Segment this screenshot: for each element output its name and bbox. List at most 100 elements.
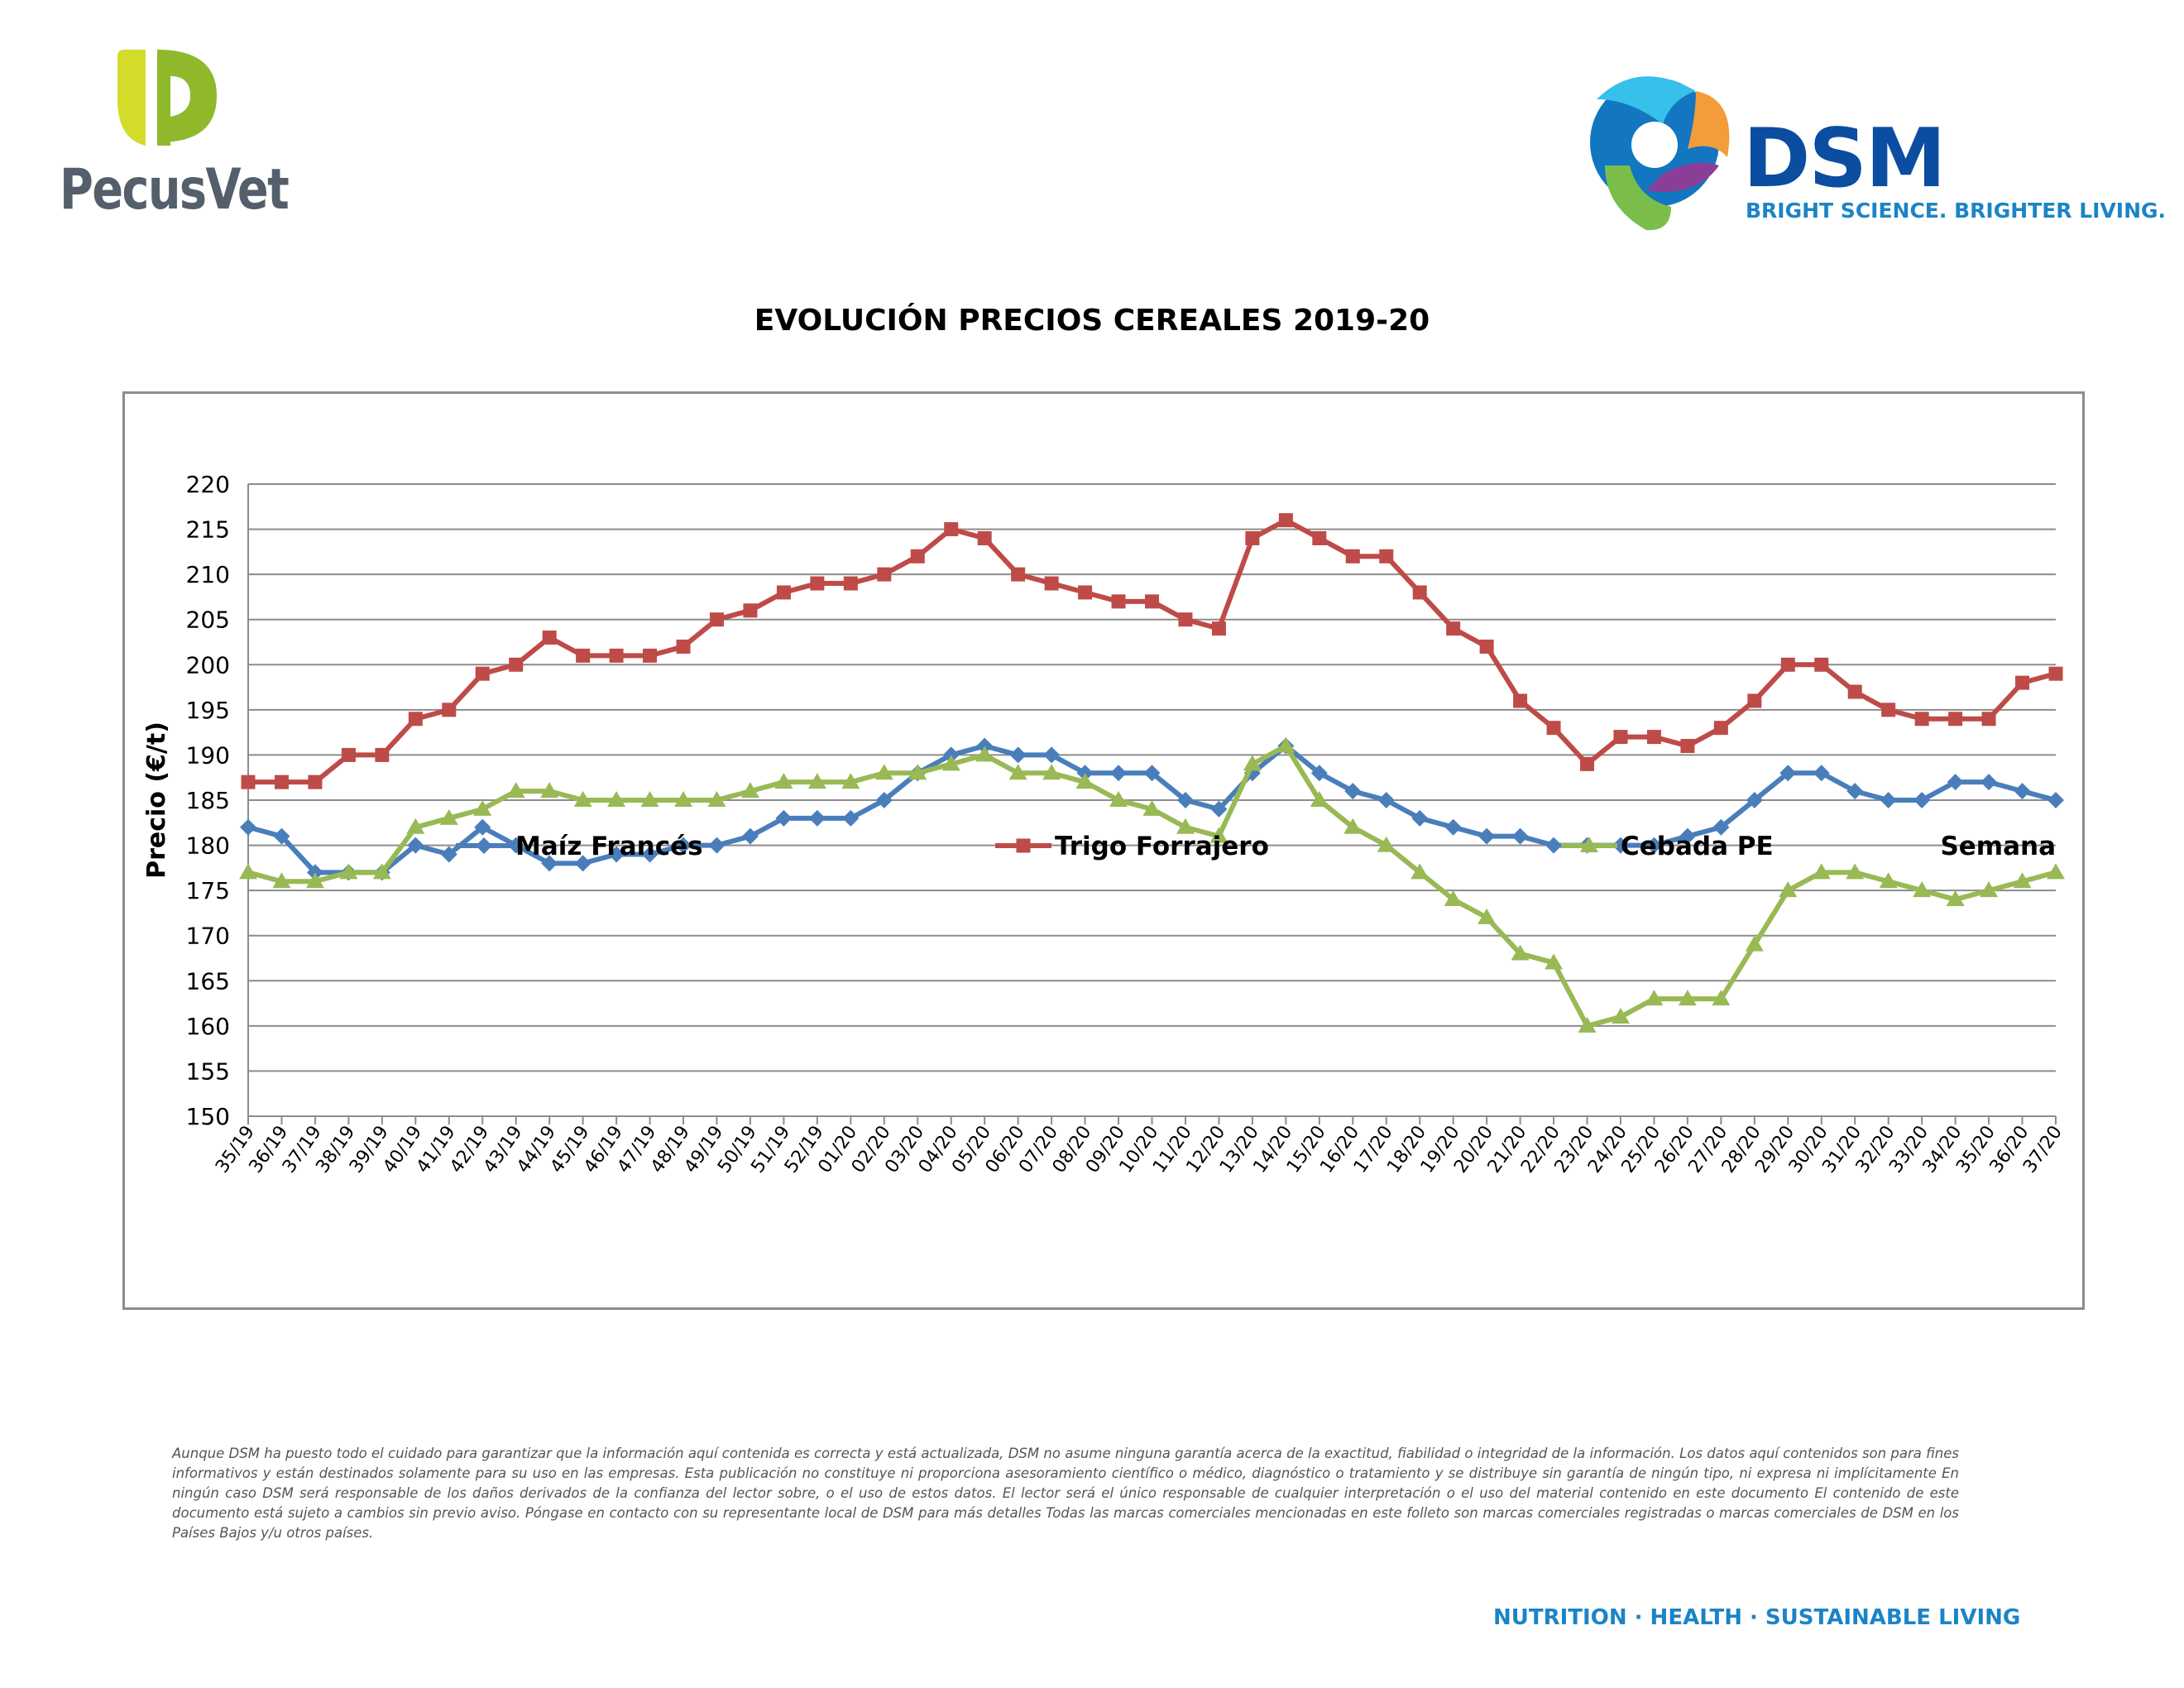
y-axis-label: Precio (€/t) bbox=[142, 722, 171, 879]
legend-label: Maíz Francés bbox=[515, 832, 703, 861]
data-point bbox=[1312, 530, 1327, 545]
legend-label: Trigo Forrajero bbox=[1055, 832, 1269, 861]
data-point bbox=[1646, 730, 1661, 745]
data-point bbox=[1109, 791, 1128, 807]
data-point bbox=[975, 746, 994, 762]
data-point bbox=[1947, 774, 1964, 791]
data-point bbox=[1444, 818, 1462, 836]
legend-marker bbox=[1580, 837, 1598, 852]
data-point bbox=[1680, 739, 1695, 754]
disclaimer-text: Aunque DSM ha puesto todo el cuidado par… bbox=[172, 1446, 1959, 1541]
data-point bbox=[607, 791, 626, 807]
data-point bbox=[474, 818, 491, 836]
data-point bbox=[305, 872, 324, 889]
data-point bbox=[1747, 693, 1762, 708]
data-point bbox=[407, 837, 424, 854]
data-point bbox=[1814, 657, 1829, 672]
data-point bbox=[977, 530, 992, 545]
legend-marker bbox=[1016, 838, 1031, 853]
data-point bbox=[473, 799, 492, 816]
data-point bbox=[1645, 990, 1664, 1006]
data-point bbox=[439, 808, 458, 825]
data-point bbox=[1879, 872, 1898, 889]
data-point bbox=[576, 648, 591, 663]
data-point bbox=[1913, 881, 1932, 898]
data-point bbox=[1812, 863, 1831, 880]
data-point bbox=[1042, 764, 1061, 780]
data-point bbox=[674, 791, 693, 807]
y-tick-label: 195 bbox=[186, 697, 230, 724]
data-point bbox=[877, 567, 892, 582]
data-point bbox=[1008, 764, 1027, 780]
data-point bbox=[2048, 666, 2063, 681]
legend-label: Cebada PE bbox=[1621, 832, 1774, 861]
data-point bbox=[1245, 530, 1260, 545]
data-point bbox=[944, 522, 959, 537]
data-point bbox=[2014, 783, 2031, 800]
x-axis-label: Semana bbox=[1940, 832, 2056, 861]
data-point bbox=[1846, 783, 1864, 800]
data-point bbox=[1948, 712, 1963, 727]
data-point bbox=[1343, 818, 1363, 834]
y-tick-label: 150 bbox=[186, 1103, 230, 1130]
data-point bbox=[676, 639, 691, 654]
data-point bbox=[1580, 756, 1595, 771]
data-point bbox=[540, 782, 559, 798]
data-point bbox=[1209, 827, 1228, 843]
y-tick-label: 220 bbox=[186, 471, 230, 498]
data-point bbox=[375, 747, 390, 762]
data-point bbox=[273, 827, 290, 845]
y-tick-label: 180 bbox=[186, 832, 230, 860]
data-point bbox=[1043, 746, 1061, 764]
data-point bbox=[372, 863, 391, 880]
data-point bbox=[1142, 799, 1161, 816]
data-point bbox=[1712, 990, 1731, 1006]
data-point bbox=[272, 872, 291, 889]
data-point bbox=[1980, 774, 1998, 791]
data-point bbox=[1546, 721, 1561, 736]
data-point bbox=[1779, 765, 1797, 782]
data-point bbox=[507, 837, 524, 854]
data-point bbox=[1914, 712, 1929, 727]
data-point bbox=[1611, 1007, 1630, 1024]
data-point bbox=[810, 576, 825, 591]
data-point bbox=[1780, 657, 1795, 672]
data-point bbox=[506, 782, 525, 798]
data-point bbox=[1044, 576, 1059, 591]
data-point bbox=[643, 648, 658, 663]
footer-tagline: NUTRITION · HEALTH · SUSTAINABLE LIVING bbox=[1493, 1605, 2021, 1630]
data-point bbox=[1613, 730, 1628, 745]
data-point bbox=[707, 791, 726, 807]
data-point bbox=[1746, 792, 1763, 808]
data-point bbox=[1176, 792, 1194, 808]
data-point bbox=[1310, 791, 1329, 807]
data-point bbox=[741, 827, 759, 845]
data-point bbox=[641, 846, 659, 863]
dsm-logo: DSM BRIGHT SCIENCE. BRIGHTER LIVING. bbox=[1572, 66, 2166, 248]
data-point bbox=[708, 837, 726, 854]
dsm-swirl-icon bbox=[1590, 76, 1730, 231]
dsm-tagline: BRIGHT SCIENCE. BRIGHTER LIVING. bbox=[1746, 199, 2167, 223]
data-point bbox=[774, 773, 793, 789]
y-tick-label: 210 bbox=[186, 561, 230, 588]
data-point bbox=[743, 603, 758, 618]
data-point bbox=[1745, 935, 1764, 952]
data-point bbox=[609, 648, 624, 663]
data-point bbox=[843, 576, 858, 591]
data-point bbox=[1243, 755, 1262, 771]
data-point bbox=[1009, 746, 1027, 764]
data-point bbox=[1078, 585, 1093, 600]
data-point bbox=[1478, 827, 1496, 845]
data-point bbox=[1178, 612, 1193, 627]
data-point bbox=[239, 863, 257, 880]
data-point bbox=[1645, 837, 1663, 854]
data-point bbox=[1578, 1016, 1597, 1033]
data-point bbox=[1111, 594, 1126, 609]
data-point bbox=[1545, 953, 1564, 970]
pecusvet-p-icon bbox=[117, 50, 217, 146]
data-point bbox=[1545, 837, 1563, 854]
data-point bbox=[740, 782, 759, 798]
y-tick-label: 200 bbox=[186, 651, 230, 679]
data-point bbox=[542, 631, 557, 645]
data-point bbox=[2013, 872, 2032, 889]
